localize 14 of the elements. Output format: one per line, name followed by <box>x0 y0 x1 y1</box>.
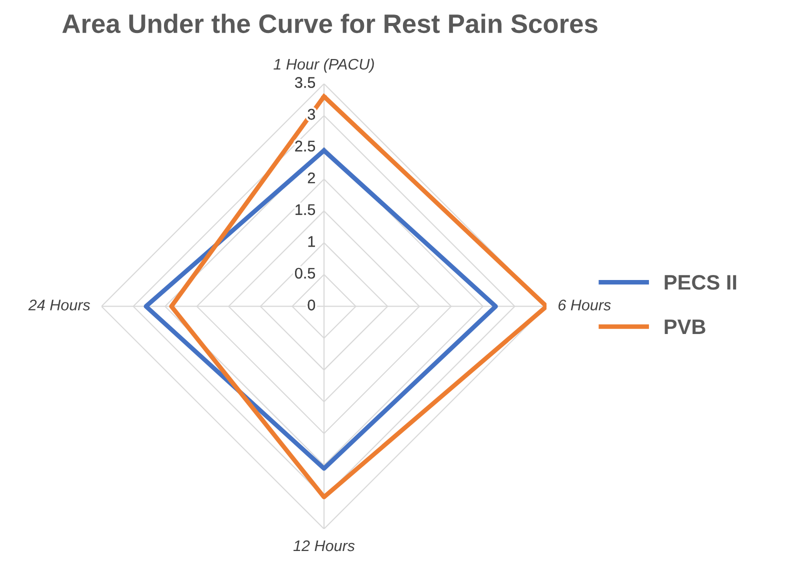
y-tick-label: 0.5 <box>295 268 316 279</box>
y-tick-label: 1 <box>308 236 315 247</box>
chart-title: Area Under the Curve for Rest Pain Scores <box>62 14 598 34</box>
spoke-label: 24 Hours <box>28 300 90 310</box>
legend-label: PECS II <box>664 274 736 290</box>
legend-label: PVB <box>664 320 706 334</box>
y-tick-label: 2.5 <box>295 140 316 152</box>
spoke-label: 12 Hours <box>293 540 355 552</box>
y-tick-label: 0 <box>308 300 316 310</box>
y-tick-label: 2 <box>308 172 315 184</box>
spoke-label: 1 Hour (PACU) <box>274 58 374 73</box>
spoke-label: 6 Hours <box>558 300 611 310</box>
y-tick-label: 1.5 <box>296 204 316 216</box>
y-tick-label: 3.5 <box>295 77 316 88</box>
